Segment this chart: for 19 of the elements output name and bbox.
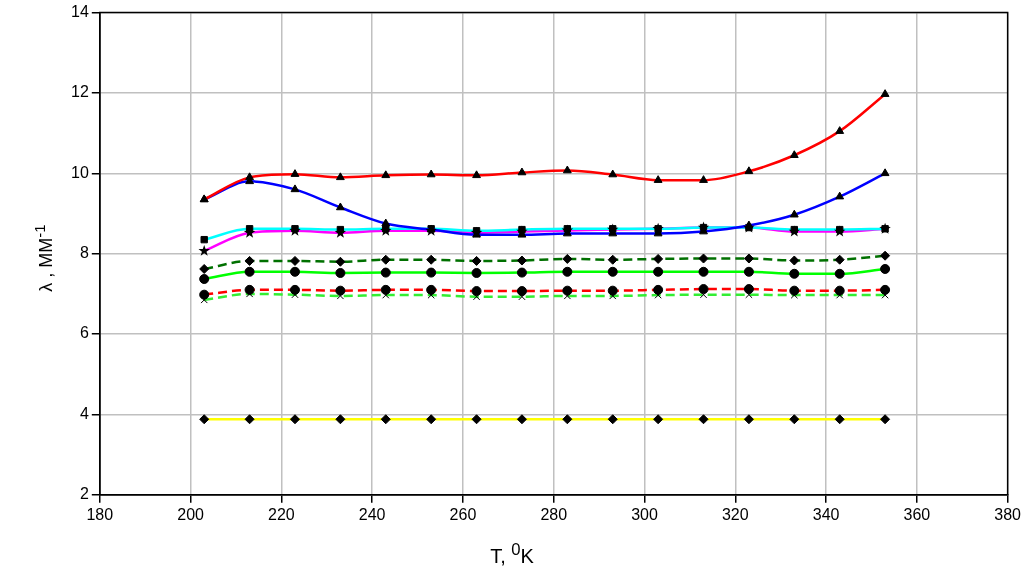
y-tick-label: 12 [71,83,89,101]
y-tick-label: 8 [79,244,89,262]
x-tick-label: 260 [449,505,477,523]
x-tick-label: 360 [903,505,931,523]
x-tick-label: 340 [812,505,840,523]
x-tick-label: 320 [721,505,749,523]
x-tick-label: 180 [86,505,114,523]
x-tick-label: 200 [177,505,205,523]
x-tick-label: 240 [358,505,386,523]
y-tick-label: 2 [79,485,89,503]
x-tick-label: 300 [631,505,658,523]
x-axis-title: T, $^{0}$K [489,540,535,568]
y-tick-label: 6 [79,324,89,342]
y-tick-label: 14 [71,3,89,21]
y-tick-label: 10 [71,163,89,181]
x-tick-label: 280 [540,505,568,523]
x-tick-label: 380 [994,505,1022,523]
x-tick-label: 220 [268,505,295,523]
y-tick-label: 4 [79,404,89,422]
